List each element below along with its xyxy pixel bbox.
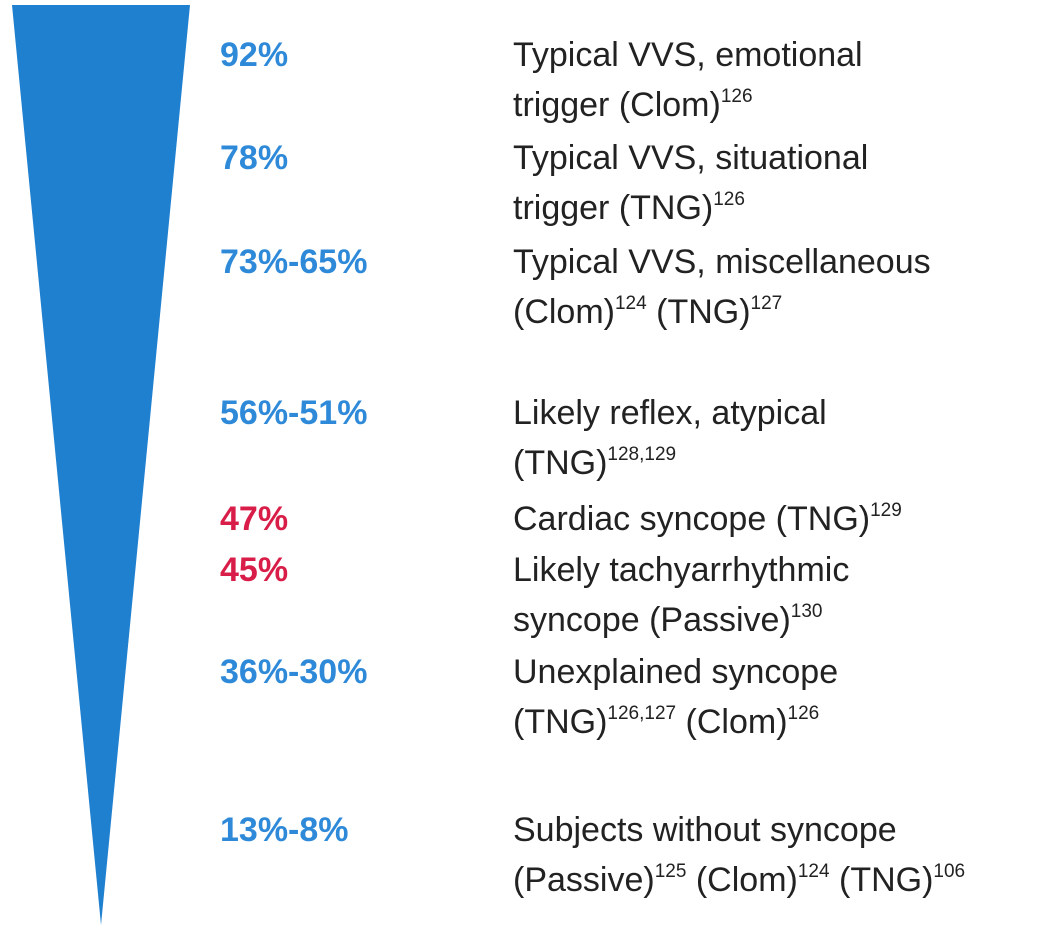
text-run: (TNG) (646, 293, 751, 331)
reference: 126,127 (607, 703, 677, 724)
text-run: Likely reflex, atypical (513, 394, 827, 432)
text-run: Unexplained syncope (513, 653, 839, 691)
description-line: (Clom)124 (TNG)127 (513, 287, 931, 337)
percent: 78% (220, 139, 289, 177)
text-run: Likely tachyarrhythmic (513, 551, 850, 589)
description-line: Typical VVS, situational (513, 133, 868, 183)
description: Typical VVS, emotional trigger (Clom)126 (513, 30, 863, 130)
description: Cardiac syncope (TNG)129 (513, 494, 902, 544)
description: Typical VVS, miscellaneous (Clom)124 (TNG… (513, 237, 931, 337)
description-line: Likely reflex, atypical (513, 388, 827, 438)
text-run: (Passive) (513, 861, 655, 899)
description-line: trigger (TNG)126 (513, 183, 868, 233)
reference: 126 (787, 703, 820, 724)
description-line: (Passive)125 (Clom)124 (TNG)106 (513, 855, 965, 905)
description-line: Subjects without syncope (513, 805, 965, 855)
percent: 73%-65% (220, 243, 368, 281)
text-run: Typical VVS, miscellaneous (513, 243, 931, 281)
text-run: (TNG) (513, 703, 608, 741)
percent: 13%-8% (220, 811, 349, 849)
reference: 130 (790, 601, 823, 622)
description-line: Typical VVS, emotional (513, 30, 863, 80)
text-run: (TNG) (513, 444, 608, 482)
reference: 126 (720, 86, 753, 107)
percent: 47% (220, 500, 289, 538)
reference: 127 (750, 293, 783, 314)
reference: 128,129 (607, 444, 677, 465)
description-line: (TNG)128,129 (513, 438, 827, 488)
text-run: (Clom) (676, 703, 788, 741)
text-run: syncope (Passive) (513, 601, 791, 639)
text-run: Cardiac syncope (TNG) (513, 500, 871, 538)
description-line: Likely tachyarrhythmic (513, 545, 849, 595)
reference: 124 (614, 293, 647, 314)
reference: 126 (713, 189, 745, 210)
description-line: Typical VVS, miscellaneous (513, 237, 931, 287)
text-run: trigger (Clom) (513, 86, 721, 124)
description: Likely tachyarrhythmic syncope (Passive)1… (513, 545, 849, 645)
funnel-triangle (12, 5, 190, 925)
reference: 124 (797, 861, 830, 882)
description-line: Unexplained syncope (513, 647, 838, 697)
percent: 56%-51% (220, 394, 368, 432)
reference: 125 (654, 861, 687, 882)
text-run: Typical VVS, emotional (513, 36, 863, 74)
text-run: (TNG) (829, 861, 934, 899)
percent: 45% (220, 551, 289, 589)
description: Likely reflex, atypical (TNG)128,129 (513, 388, 827, 488)
text-run: trigger (TNG) (513, 189, 714, 227)
reference: 129 (870, 500, 902, 521)
text-run: Typical VVS, situational (513, 139, 869, 177)
description-line: trigger (Clom)126 (513, 80, 863, 130)
description: Subjects without syncope (Passive)125 (Cl… (513, 805, 965, 905)
text-run: Subjects without syncope (513, 811, 897, 849)
text-run: (Clom) (513, 293, 615, 331)
percent: 36%-30% (220, 653, 368, 691)
text-run: (Clom) (686, 861, 798, 899)
description-line: (TNG)126,127 (Clom)126 (513, 697, 838, 747)
reference: 106 (933, 861, 966, 882)
percent: 92% (220, 36, 289, 74)
description: Unexplained syncope (TNG)126,127 (Clom)12… (513, 647, 838, 747)
description-line: syncope (Passive)130 (513, 595, 849, 645)
description-line: Cardiac syncope (TNG)129 (513, 494, 902, 544)
description: Typical VVS, situational trigger (TNG)126 (513, 133, 868, 233)
